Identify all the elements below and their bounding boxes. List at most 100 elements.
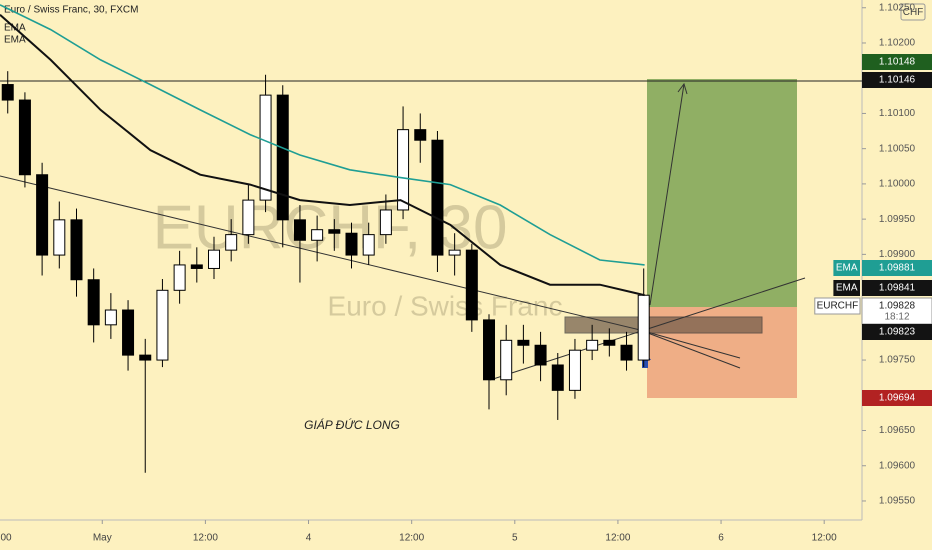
- chart-title: Euro / Swiss Franc, 30, FXCM: [4, 5, 138, 16]
- price-box: [862, 324, 932, 340]
- candle-body: [328, 229, 341, 234]
- ema-line: [0, 4, 645, 266]
- watermark-subtitle: Euro / Swiss Franc: [328, 290, 563, 321]
- y-tick-label: 1.10250: [879, 2, 916, 13]
- currency-badge[interactable]: [900, 3, 926, 21]
- candle-body: [603, 339, 616, 346]
- y-tick-label: 1.10050: [879, 143, 916, 154]
- price-label: 1.09823: [862, 324, 932, 340]
- candle-body: [517, 339, 530, 346]
- candle-body: [122, 309, 135, 356]
- y-tick-label: 1.10000: [879, 179, 916, 190]
- candle-body: [276, 94, 289, 221]
- trend-line: [0, 175, 641, 331]
- y-tick-label: 1.09900: [879, 249, 916, 260]
- candle-body: [345, 232, 358, 256]
- annotation: GIÁP ĐỨC LONG: [304, 417, 400, 432]
- candle-body: [190, 264, 203, 269]
- x-tick-label: 12:00: [399, 533, 424, 544]
- candle-body: [465, 249, 478, 321]
- zone-box: [564, 316, 763, 334]
- arrow-line: [649, 83, 685, 306]
- candle-body: [36, 174, 49, 256]
- x-tick-label: 5: [512, 533, 518, 544]
- countdown: 18:12: [884, 312, 909, 323]
- y-tick-label: 1.09600: [879, 460, 916, 471]
- price-box: [862, 260, 932, 276]
- trend-line: [639, 329, 741, 369]
- trend-line: [639, 329, 741, 359]
- candle-body: [173, 264, 186, 291]
- price-text: 1.10146: [879, 75, 916, 86]
- target-zone: [647, 79, 797, 307]
- candle-body: [379, 209, 392, 236]
- candle-body: [483, 319, 496, 381]
- y-tick-label: 1.09950: [879, 214, 916, 225]
- candle-body: [207, 249, 220, 269]
- y-tick-label: 1.10200: [879, 38, 916, 49]
- y-tick-label: 1.09750: [879, 355, 916, 366]
- currency: CHF: [903, 7, 924, 18]
- x-tick-label: 12:00: [812, 533, 837, 544]
- price-label: EMA 1.09841: [833, 280, 932, 296]
- y-tick-label: 1.10100: [879, 108, 916, 119]
- x-tick-label: 00: [0, 533, 12, 544]
- candle-body: [568, 349, 581, 391]
- price-text: 1.09841: [879, 283, 916, 294]
- x-tick-label: 12:00: [193, 533, 218, 544]
- candle-body: [259, 94, 272, 201]
- price-label: 1.09694: [862, 390, 932, 406]
- price-label: 1.10148: [862, 54, 932, 70]
- candle-body: [397, 129, 410, 211]
- candle-body: [586, 339, 599, 351]
- candle-body: [18, 99, 31, 176]
- price-text: 1.10148: [879, 57, 916, 68]
- candle-body: [500, 339, 513, 381]
- candle-body: [551, 364, 564, 391]
- candle-body: [70, 219, 83, 281]
- price-tag-text: EURCHF: [817, 301, 859, 312]
- candle-body: [311, 229, 324, 241]
- candle-body: [620, 344, 633, 361]
- price-tag-text: EMA: [836, 283, 858, 294]
- price-box: [862, 280, 932, 296]
- candle-body: [53, 219, 66, 256]
- candle-body: [637, 294, 650, 361]
- candle-body: [431, 139, 444, 256]
- candle-body: [448, 249, 461, 256]
- ema-line: [0, 14, 645, 297]
- price-text: 1.09694: [879, 393, 916, 404]
- candle-body: [156, 289, 169, 361]
- price-text: 1.09881: [879, 263, 916, 274]
- candle-body: [1, 84, 14, 101]
- price-text: 1.09828: [879, 301, 916, 312]
- y-tick-label: 1.09650: [879, 425, 916, 436]
- legend-entry: EMA: [4, 35, 26, 46]
- y-tick-label: 1.09550: [879, 496, 916, 507]
- candle-body: [242, 199, 255, 236]
- price-text: 1.09823: [879, 327, 916, 338]
- candle-body: [87, 279, 100, 326]
- price-tag-text: EMA: [836, 263, 858, 274]
- x-tick-label: 6: [718, 533, 724, 544]
- price-tag: [814, 297, 861, 315]
- candle-body: [225, 234, 238, 251]
- price-label: EMA 1.09881: [833, 260, 932, 276]
- price-tag: [833, 260, 860, 276]
- x-tick-label: 4: [306, 533, 312, 544]
- price-box: [862, 390, 932, 406]
- candle-body: [104, 309, 117, 326]
- x-tick-label: May: [93, 533, 112, 544]
- candle-body: [534, 344, 547, 366]
- candle-body: [362, 234, 375, 256]
- arrow-head: [677, 82, 688, 95]
- price-box: [862, 72, 932, 88]
- candle-body: [414, 129, 427, 141]
- price-box: [862, 54, 932, 70]
- price-label: 1.10146: [862, 72, 932, 88]
- candle-body: [293, 219, 306, 241]
- x-tick-label: 12:00: [605, 533, 630, 544]
- candle-body: [139, 354, 152, 361]
